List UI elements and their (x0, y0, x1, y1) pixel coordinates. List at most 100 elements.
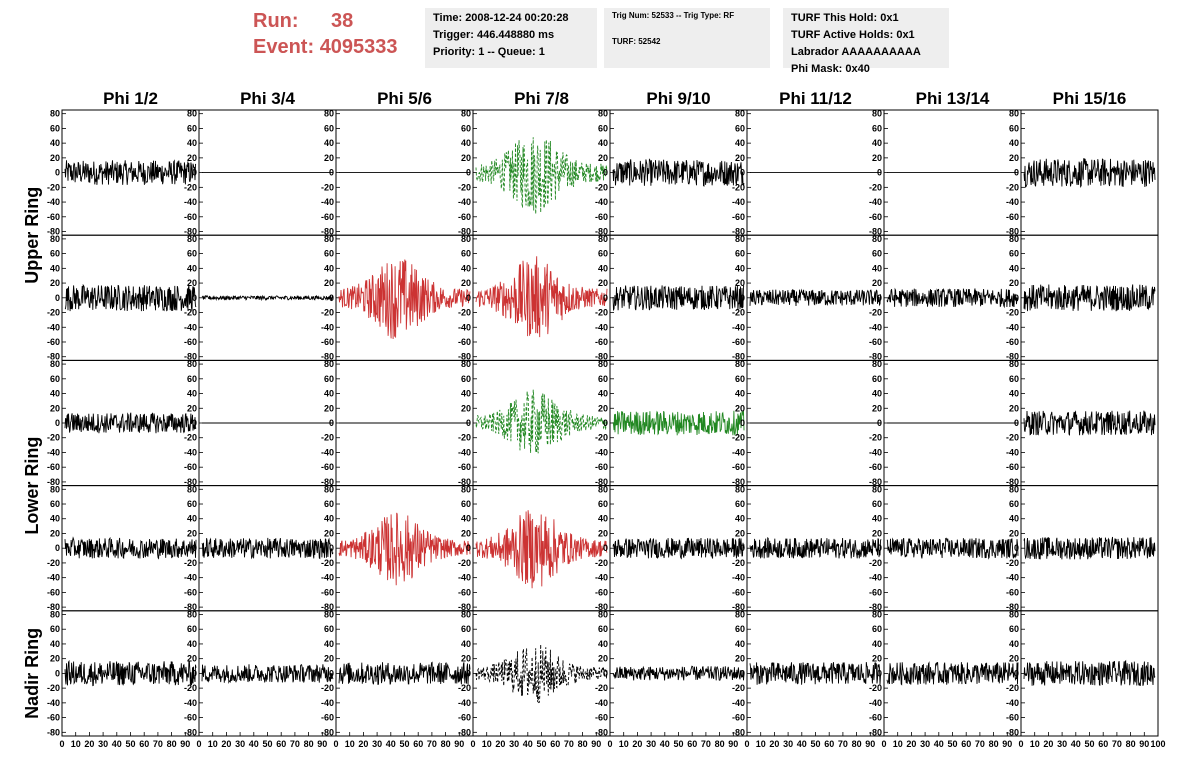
y-tick-label: 60 (461, 123, 471, 133)
y-tick-label: 20 (187, 278, 197, 288)
y-tick-label: 0 (877, 543, 882, 553)
ring-label: Lower Ring (22, 437, 42, 535)
y-tick-label: -20 (1006, 308, 1019, 318)
y-tick-label: 40 (324, 389, 334, 399)
y-tick-label: -40 (184, 573, 197, 583)
x-tick-label: 40 (660, 739, 670, 749)
y-tick-label: -40 (458, 698, 471, 708)
y-tick-label: 80 (735, 484, 745, 494)
waveform-line (64, 536, 197, 560)
y-tick-label: -80 (321, 352, 334, 362)
y-tick-label: -40 (184, 197, 197, 207)
waveform-line (749, 536, 882, 559)
y-tick-label: 0 (466, 543, 471, 553)
y-tick-label: -40 (1006, 573, 1019, 583)
y-tick-label: 60 (50, 249, 60, 259)
y-tick-label: 80 (461, 609, 471, 619)
x-tick-label: 20 (632, 739, 642, 749)
y-tick-label: -40 (732, 447, 745, 457)
y-tick-label: -40 (184, 447, 197, 457)
y-tick-label: 80 (461, 359, 471, 369)
y-tick-label: 40 (1009, 639, 1019, 649)
y-tick-label: 60 (1009, 123, 1019, 133)
trig-num-text: Trig Num: 52533 -- Trig Type: RF (612, 11, 735, 20)
y-tick-label: 40 (324, 639, 334, 649)
x-tick-label: 70 (1112, 739, 1122, 749)
y-tick-label: 40 (50, 514, 60, 524)
x-tick-label: 70 (427, 739, 437, 749)
waveform-line (201, 537, 334, 560)
y-tick-label: 80 (50, 359, 60, 369)
x-tick-label: 50 (399, 739, 409, 749)
y-tick-label: -60 (184, 587, 197, 597)
y-tick-label: 20 (324, 153, 334, 163)
x-tick-label: 40 (112, 739, 122, 749)
y-tick-label: 60 (324, 624, 334, 634)
waveform-line (475, 137, 608, 215)
y-tick-label: -20 (458, 433, 471, 443)
y-tick-label: 80 (735, 234, 745, 244)
y-tick-label: 20 (187, 654, 197, 664)
x-tick-label: 90 (454, 739, 464, 749)
column-header: Phi 13/14 (916, 89, 990, 108)
x-tick-label: 60 (550, 739, 560, 749)
x-tick-label: 50 (947, 739, 957, 749)
y-tick-label: -80 (1006, 602, 1019, 612)
x-tick-label: 30 (98, 739, 108, 749)
y-tick-label: 0 (192, 543, 197, 553)
y-tick-label: -40 (458, 573, 471, 583)
y-tick-label: 20 (1009, 528, 1019, 538)
waveform-line (64, 159, 197, 185)
x-tick-label: 50 (810, 739, 820, 749)
column-header: Phi 1/2 (103, 89, 158, 108)
y-tick-label: -60 (595, 713, 608, 723)
y-tick-label: -40 (1006, 447, 1019, 457)
y-tick-label: -80 (458, 352, 471, 362)
y-tick-label: 20 (872, 278, 882, 288)
y-tick-label: -60 (184, 337, 197, 347)
y-tick-label: 80 (1009, 359, 1019, 369)
y-tick-label: -80 (595, 352, 608, 362)
y-tick-label: -60 (458, 587, 471, 597)
y-tick-label: 60 (461, 624, 471, 634)
y-tick-label: -20 (595, 433, 608, 443)
y-tick-label: 60 (324, 123, 334, 133)
y-tick-label: -20 (1006, 558, 1019, 568)
y-tick-label: -60 (869, 587, 882, 597)
y-tick-label: -20 (321, 683, 334, 693)
y-tick-label: 60 (461, 499, 471, 509)
x-tick-label: 10 (208, 739, 218, 749)
y-tick-label: -60 (1006, 462, 1019, 472)
y-tick-label: 40 (187, 389, 197, 399)
x-tick-label: 0 (607, 739, 612, 749)
y-tick-label: -40 (732, 197, 745, 207)
waveform-line (612, 665, 745, 681)
y-tick-label: 80 (461, 109, 471, 119)
x-tick-label: 70 (975, 739, 985, 749)
turf-hold-text: TURF This Hold: 0x1 (791, 12, 899, 24)
y-tick-label: 0 (466, 418, 471, 428)
run-label: Run: (253, 10, 299, 32)
y-tick-label: -40 (595, 573, 608, 583)
y-tick-label: 40 (598, 389, 608, 399)
y-tick-label: -40 (869, 322, 882, 332)
y-tick-label: 40 (872, 514, 882, 524)
y-tick-label: -40 (47, 322, 60, 332)
event-value: 4095333 (319, 36, 398, 58)
y-tick-label: -20 (732, 433, 745, 443)
y-tick-label: 80 (50, 484, 60, 494)
waveform-line (612, 537, 745, 560)
y-tick-label: -60 (595, 212, 608, 222)
y-tick-label: 40 (50, 389, 60, 399)
x-tick-label: 70 (701, 739, 711, 749)
y-tick-label: -80 (47, 727, 60, 737)
x-tick-label: 50 (673, 739, 683, 749)
y-tick-label: -20 (595, 308, 608, 318)
x-tick-label: 90 (728, 739, 738, 749)
y-tick-label: 20 (1009, 153, 1019, 163)
y-tick-label: 20 (1009, 654, 1019, 664)
y-tick-label: 60 (461, 374, 471, 384)
y-tick-label: -40 (595, 197, 608, 207)
y-tick-label: -60 (321, 212, 334, 222)
y-tick-label: 20 (598, 403, 608, 413)
